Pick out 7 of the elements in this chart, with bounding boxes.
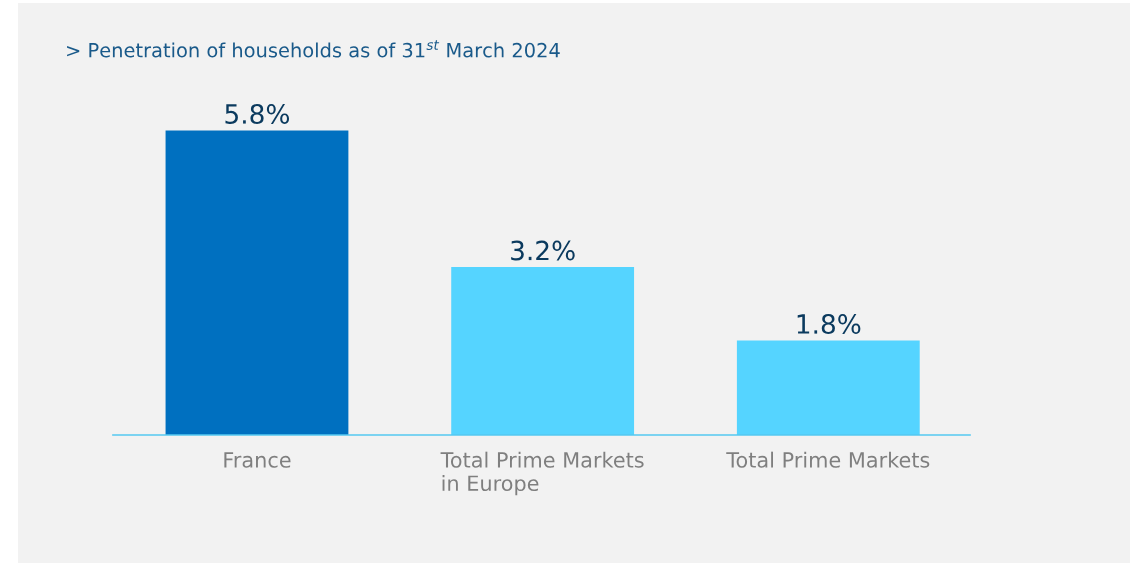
data-label: 3.2% xyxy=(511,240,575,261)
data-label: 1.8% xyxy=(797,314,861,334)
x-tick-label: France xyxy=(224,452,291,468)
x-tick-label: Total Prime Markets in Europe xyxy=(440,451,644,496)
chart-title: > Penetration of households as of 31$^{st}$ March 2024 xyxy=(67,40,560,58)
data-label: 5.8% xyxy=(225,103,290,124)
x-tick-label: Total Prime Markets xyxy=(726,451,930,468)
